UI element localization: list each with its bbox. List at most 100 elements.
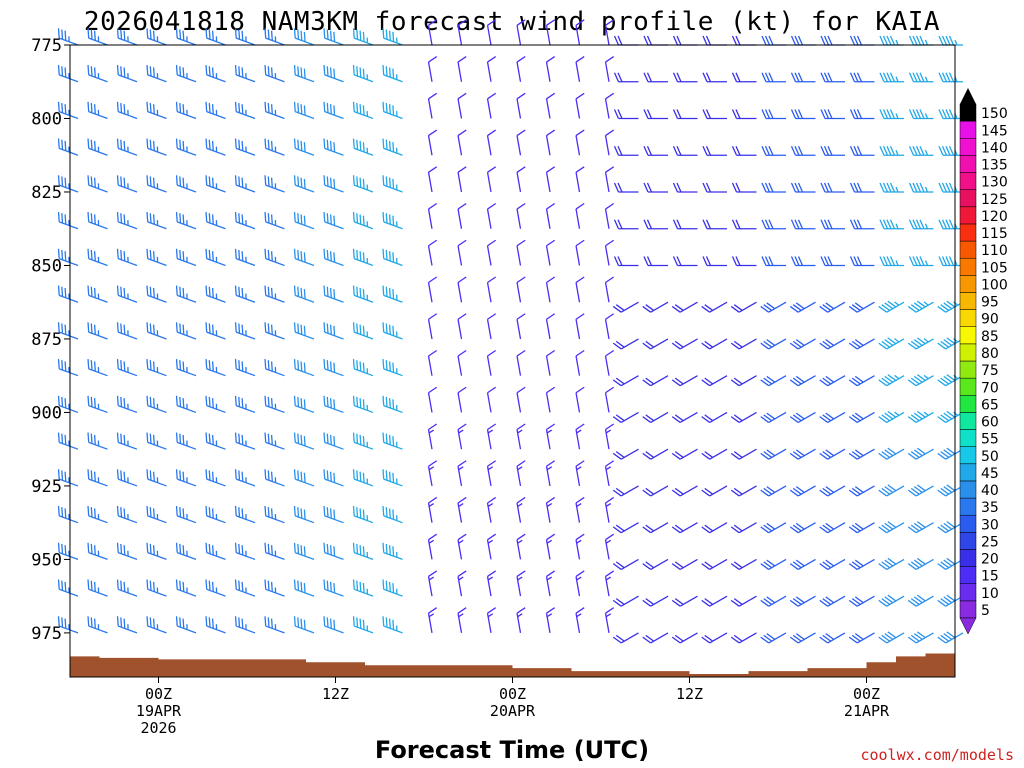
wind-barb bbox=[701, 448, 728, 460]
barb-flag bbox=[264, 469, 267, 480]
wind-barb bbox=[516, 276, 526, 303]
barb-flag bbox=[575, 92, 585, 100]
colorbar-label: 145 bbox=[981, 123, 1008, 139]
colorbar-label: 50 bbox=[981, 449, 999, 465]
barb-flag bbox=[881, 561, 891, 569]
barb-flag bbox=[733, 340, 743, 348]
barb-flag bbox=[916, 631, 926, 639]
wind-barb bbox=[819, 485, 846, 497]
barb-flag bbox=[820, 219, 826, 229]
barb-flag bbox=[795, 522, 805, 530]
barb-half-flag bbox=[68, 293, 70, 299]
barb-flag bbox=[913, 486, 923, 493]
barb-flag bbox=[234, 616, 237, 627]
barb-flag bbox=[93, 140, 96, 151]
barb-flag bbox=[234, 579, 237, 590]
barb-flag bbox=[300, 324, 303, 335]
barb-flag bbox=[789, 379, 799, 387]
barb-flag bbox=[886, 72, 892, 83]
barb-flag bbox=[120, 102, 123, 113]
barb-flag bbox=[854, 486, 864, 493]
barb-flag bbox=[643, 145, 649, 156]
barb-flag bbox=[943, 375, 953, 383]
barb-flag bbox=[915, 145, 922, 156]
barb-half-flag bbox=[186, 220, 188, 226]
barb-flag bbox=[123, 471, 126, 482]
wind-barb bbox=[907, 484, 934, 497]
wind-barb bbox=[234, 175, 256, 193]
barb-flag bbox=[323, 138, 326, 149]
barb-flag bbox=[333, 546, 336, 557]
barb-flag bbox=[152, 287, 155, 298]
barb-half-flag bbox=[215, 367, 218, 373]
wind-barb bbox=[937, 631, 964, 644]
barb-flag bbox=[428, 570, 438, 578]
barb-flag bbox=[912, 182, 918, 193]
wind-barb bbox=[57, 542, 79, 561]
wind-barb bbox=[205, 579, 226, 597]
barb-flag bbox=[819, 305, 829, 313]
wind-barb bbox=[382, 432, 403, 450]
barb-flag bbox=[546, 570, 556, 578]
barb-flag bbox=[303, 142, 306, 153]
wind-barb bbox=[457, 460, 467, 487]
barb-flag bbox=[388, 214, 391, 225]
wind-barb bbox=[57, 579, 79, 597]
wind-barb bbox=[293, 248, 315, 267]
barb-half-flag bbox=[245, 256, 247, 263]
barb-flag bbox=[179, 213, 182, 224]
barb-flag bbox=[848, 305, 858, 313]
barb-flag bbox=[149, 617, 152, 628]
barb-flag bbox=[889, 182, 896, 193]
barb-half-flag bbox=[68, 330, 70, 336]
barb-flag bbox=[388, 508, 391, 519]
wind-barb bbox=[234, 579, 256, 597]
barb-flag bbox=[645, 487, 655, 495]
barb-flag bbox=[297, 176, 300, 187]
barb-flag bbox=[352, 248, 355, 259]
wind-barb bbox=[382, 505, 403, 524]
barb-flag bbox=[879, 256, 885, 266]
barb-flag bbox=[241, 361, 244, 372]
barb-flag bbox=[352, 395, 355, 406]
wind-barb bbox=[205, 469, 226, 487]
wind-barb bbox=[545, 607, 556, 634]
wind-barb bbox=[486, 386, 497, 413]
barb-half-flag bbox=[127, 256, 129, 263]
barb-shaft bbox=[486, 282, 492, 303]
barb-flag bbox=[64, 324, 67, 335]
barb-flag bbox=[267, 543, 270, 554]
barb-flag bbox=[205, 138, 208, 149]
wind-barb bbox=[937, 300, 964, 313]
colorbar-label: 110 bbox=[981, 243, 1008, 259]
barb-flag bbox=[241, 30, 244, 41]
barb-flag bbox=[822, 598, 832, 605]
barb-flag bbox=[300, 30, 303, 41]
barb-flag bbox=[120, 286, 123, 297]
barb-flag bbox=[90, 433, 93, 444]
barb-flag bbox=[352, 358, 355, 369]
wind-barb bbox=[486, 276, 497, 303]
wind-barb bbox=[575, 313, 585, 340]
barb-flag bbox=[326, 396, 329, 407]
barb-shaft bbox=[457, 61, 463, 82]
barb-flag bbox=[205, 542, 208, 553]
wind-barb bbox=[293, 579, 315, 597]
wind-barb bbox=[604, 129, 615, 156]
wind-barb bbox=[612, 522, 639, 534]
barb-flag bbox=[208, 139, 211, 150]
barb-flag bbox=[764, 145, 771, 156]
barb-half-flag bbox=[97, 109, 100, 116]
barb-flag bbox=[303, 215, 306, 226]
barb-flag bbox=[457, 386, 467, 394]
barb-flag bbox=[234, 322, 237, 333]
barb-flag bbox=[674, 451, 684, 458]
barb-half-flag bbox=[428, 613, 435, 618]
wind-barb bbox=[264, 175, 285, 193]
barb-half-flag bbox=[186, 146, 188, 153]
barb-shaft bbox=[486, 208, 492, 229]
barb-flag bbox=[323, 322, 326, 333]
wind-barb bbox=[116, 101, 138, 120]
barb-flag bbox=[854, 302, 864, 310]
